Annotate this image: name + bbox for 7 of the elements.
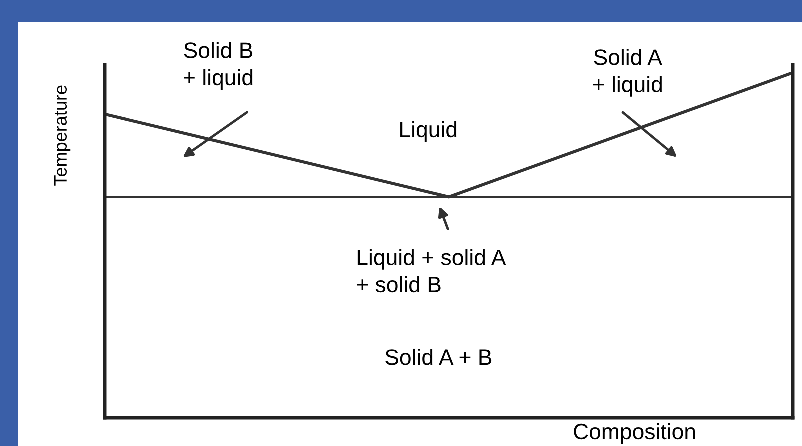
annotation: Liquid + solid A + solid B [357,249,506,293]
y-axis-title: Temperature [54,86,71,186]
annotation: Solid A + B [386,348,492,366]
annotation: Liquid [400,121,457,142]
x-axis-title: Composition [574,423,696,444]
annotation: Solid A + liquid [593,49,662,97]
annotation: Solid B + liquid [184,42,253,90]
